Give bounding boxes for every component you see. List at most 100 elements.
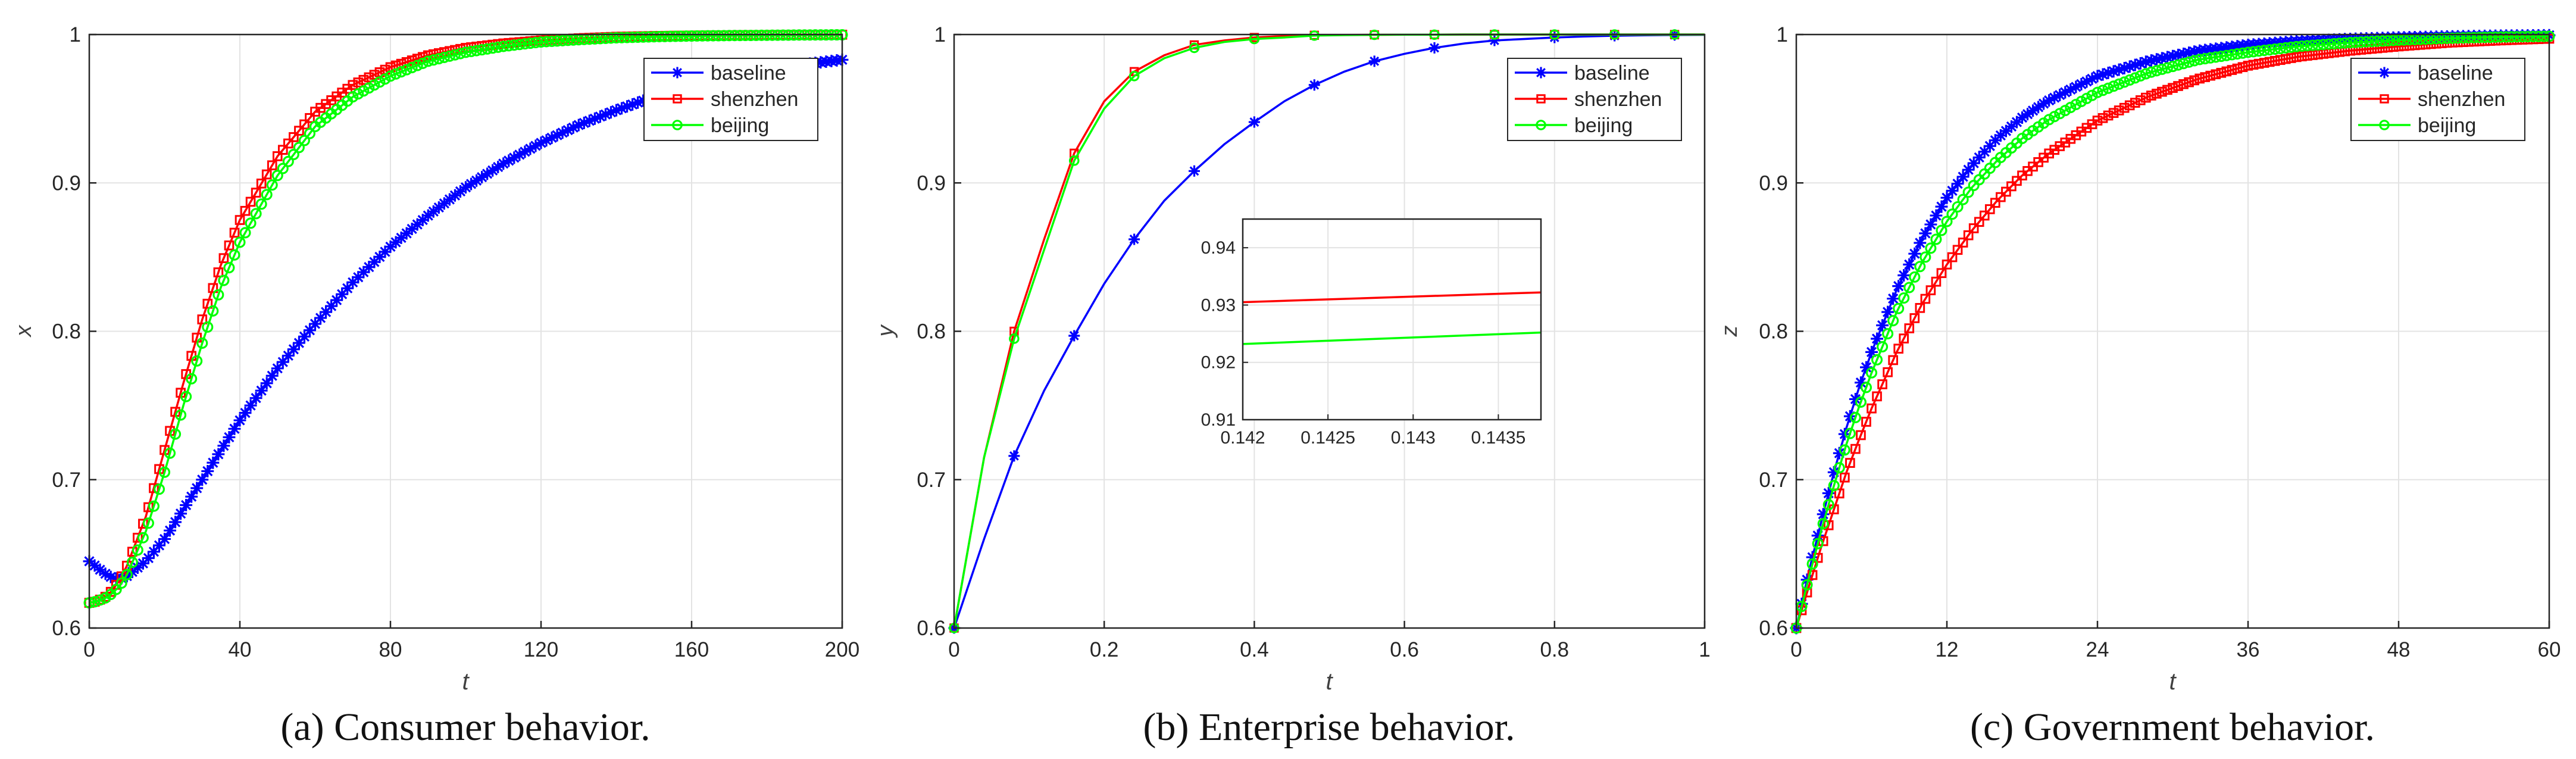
data-point-beijing [417,57,429,69]
data-point-baseline [190,482,204,495]
data-point-baseline [540,134,553,147]
y-tick-label: 0.7 [917,468,946,492]
data-point-beijing [567,34,579,46]
data-point-shenzhen [1990,198,2000,208]
data-point-beijing [158,466,171,478]
data-point-baseline [395,232,408,244]
data-point-shenzhen [299,119,310,130]
data-point-beijing [482,43,493,55]
y-tick-label: 1 [934,23,946,46]
data-point-beijing [406,62,418,74]
legend-marker-baseline [2378,67,2390,79]
data-point-beijing [465,45,477,58]
data-point-baseline [561,124,574,137]
data-point-beijing [540,36,552,48]
legend-item-shenzhen: shenzhen [2358,88,2505,111]
data-point-baseline [2139,55,2152,68]
data-point-beijing [514,39,526,51]
data-point-shenzhen [1952,245,1963,255]
data-point-baseline [1854,376,1867,389]
inset-x-tick-label: 0.1435 [1471,428,1526,448]
data-point-beijing [422,55,434,67]
data-point-beijing [610,32,623,44]
data-point-baseline [88,559,101,572]
data-point-baseline [1930,209,1943,222]
legend-label-baseline: baseline [711,62,786,85]
data-point-beijing [707,30,719,42]
y-axis-label: y [873,324,898,339]
data-point-beijing [137,532,149,544]
data-point-beijing [627,32,639,43]
data-point-beijing [170,428,182,440]
data-point-beijing [659,30,671,42]
data-point-baseline [271,362,284,375]
data-point-beijing [293,142,305,154]
data-point-baseline [2188,45,2201,58]
data-point-beijing [492,41,504,53]
data-point-baseline [1806,551,1819,564]
data-point-baseline [2112,63,2125,76]
data-point-shenzhen [2264,57,2275,67]
data-point-beijing [2355,36,2367,48]
data-point-baseline [508,151,521,164]
data-point-beijing [616,32,628,43]
inset-line-beijing [1242,331,1542,345]
data-point-shenzhen [1877,379,1887,389]
y-tick-label: 0.9 [1759,171,1788,195]
data-point-shenzhen [1872,391,1882,402]
x-tick-label: 0.6 [1390,638,1419,661]
data-point-shenzhen [2012,176,2022,186]
data-point-baseline [180,499,193,511]
data-point-baseline [518,145,532,158]
data-point-beijing [1801,579,1813,591]
data-point-shenzhen [149,483,159,493]
y-tick-label: 0.6 [1759,617,1788,640]
data-point-baseline [2032,101,2045,114]
data-point-baseline [212,448,225,461]
data-point-baseline [207,456,220,469]
x-tick-label: 0 [1790,638,1802,661]
data-point-baseline [470,174,483,187]
data-point-beijing [1009,333,1020,344]
data-point-shenzhen [2308,50,2318,60]
data-point-baseline [1871,332,1883,345]
data-point-beijing [2441,32,2453,44]
data-point-shenzhen [2280,54,2291,64]
data-point-shenzhen [1996,192,2006,202]
data-point-shenzhen [2221,66,2232,77]
data-point-beijing [471,45,483,57]
data-point-baseline [400,227,413,240]
x-tick-label: 48 [2387,638,2411,661]
data-point-beijing [2490,31,2502,43]
data-point-beijing [1068,155,1080,166]
data-point-baseline [320,305,333,318]
data-point-beijing [2511,31,2523,43]
data-point-beijing [1817,518,1829,530]
data-point-beijing [1930,233,1942,245]
data-point-beijing [2506,31,2518,43]
data-point-beijing [2495,31,2507,43]
data-point-shenzhen [1968,223,1979,233]
data-point-baseline [136,557,149,570]
data-point-beijing [245,217,257,229]
data-point-shenzhen [1883,367,1893,377]
series-beijing [83,29,848,609]
data-point-baseline [492,161,505,173]
data-point-beijing [250,208,262,220]
data-point-beijing [562,35,574,46]
data-point-beijing [2237,47,2249,59]
inset-zoom: 0.142 0.1425 0.143 0.1435 0.91 0.92 0.93 0.94 [1201,218,1542,448]
data-point-beijing [1946,208,1958,220]
data-point-beijing [729,30,740,42]
data-point-beijing [2462,32,2474,43]
data-point-shenzhen [2189,75,2199,86]
data-point-baseline [2053,89,2067,102]
data-point-beijing [153,483,165,495]
data-point-baseline [158,533,171,545]
data-point-baseline [2011,115,2023,129]
legend-label-beijing: beijing [711,114,769,137]
data-point-baseline [1914,236,1927,249]
y-tick-label: 0.8 [52,320,81,343]
data-point-shenzhen [374,67,385,77]
data-point-shenzhen [1888,355,1898,366]
